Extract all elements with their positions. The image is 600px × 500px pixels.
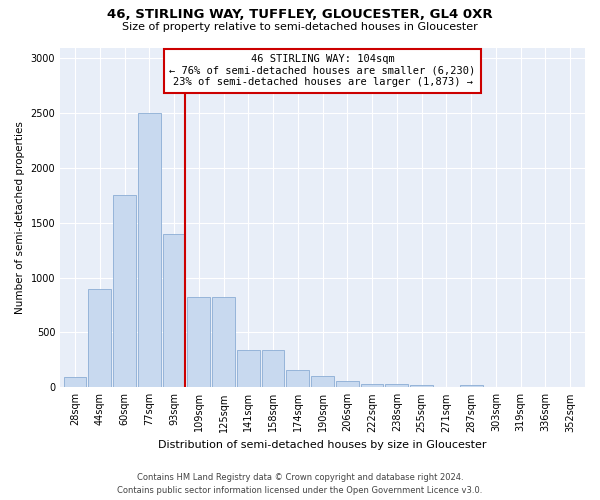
Bar	[509, 387, 532, 388]
Bar	[336, 382, 359, 388]
Bar	[138, 114, 161, 388]
Bar	[64, 378, 86, 388]
X-axis label: Distribution of semi-detached houses by size in Gloucester: Distribution of semi-detached houses by …	[158, 440, 487, 450]
Bar	[286, 370, 309, 388]
Bar	[311, 376, 334, 388]
Bar	[262, 350, 284, 388]
Bar	[484, 387, 507, 388]
Bar	[237, 350, 260, 388]
Bar	[534, 387, 557, 388]
Text: 46 STIRLING WAY: 104sqm
← 76% of semi-detached houses are smaller (6,230)
23% of: 46 STIRLING WAY: 104sqm ← 76% of semi-de…	[169, 54, 476, 88]
Bar	[460, 384, 482, 388]
Bar	[559, 387, 581, 388]
Bar	[163, 234, 185, 388]
Text: Contains HM Land Registry data © Crown copyright and database right 2024.
Contai: Contains HM Land Registry data © Crown c…	[118, 474, 482, 495]
Bar	[212, 298, 235, 388]
Bar	[113, 196, 136, 388]
Text: Size of property relative to semi-detached houses in Gloucester: Size of property relative to semi-detach…	[122, 22, 478, 32]
Text: 46, STIRLING WAY, TUFFLEY, GLOUCESTER, GL4 0XR: 46, STIRLING WAY, TUFFLEY, GLOUCESTER, G…	[107, 8, 493, 20]
Bar	[88, 288, 111, 388]
Bar	[435, 387, 458, 388]
Bar	[187, 298, 210, 388]
Bar	[385, 384, 408, 388]
Y-axis label: Number of semi-detached properties: Number of semi-detached properties	[15, 121, 25, 314]
Bar	[361, 384, 383, 388]
Bar	[410, 384, 433, 388]
